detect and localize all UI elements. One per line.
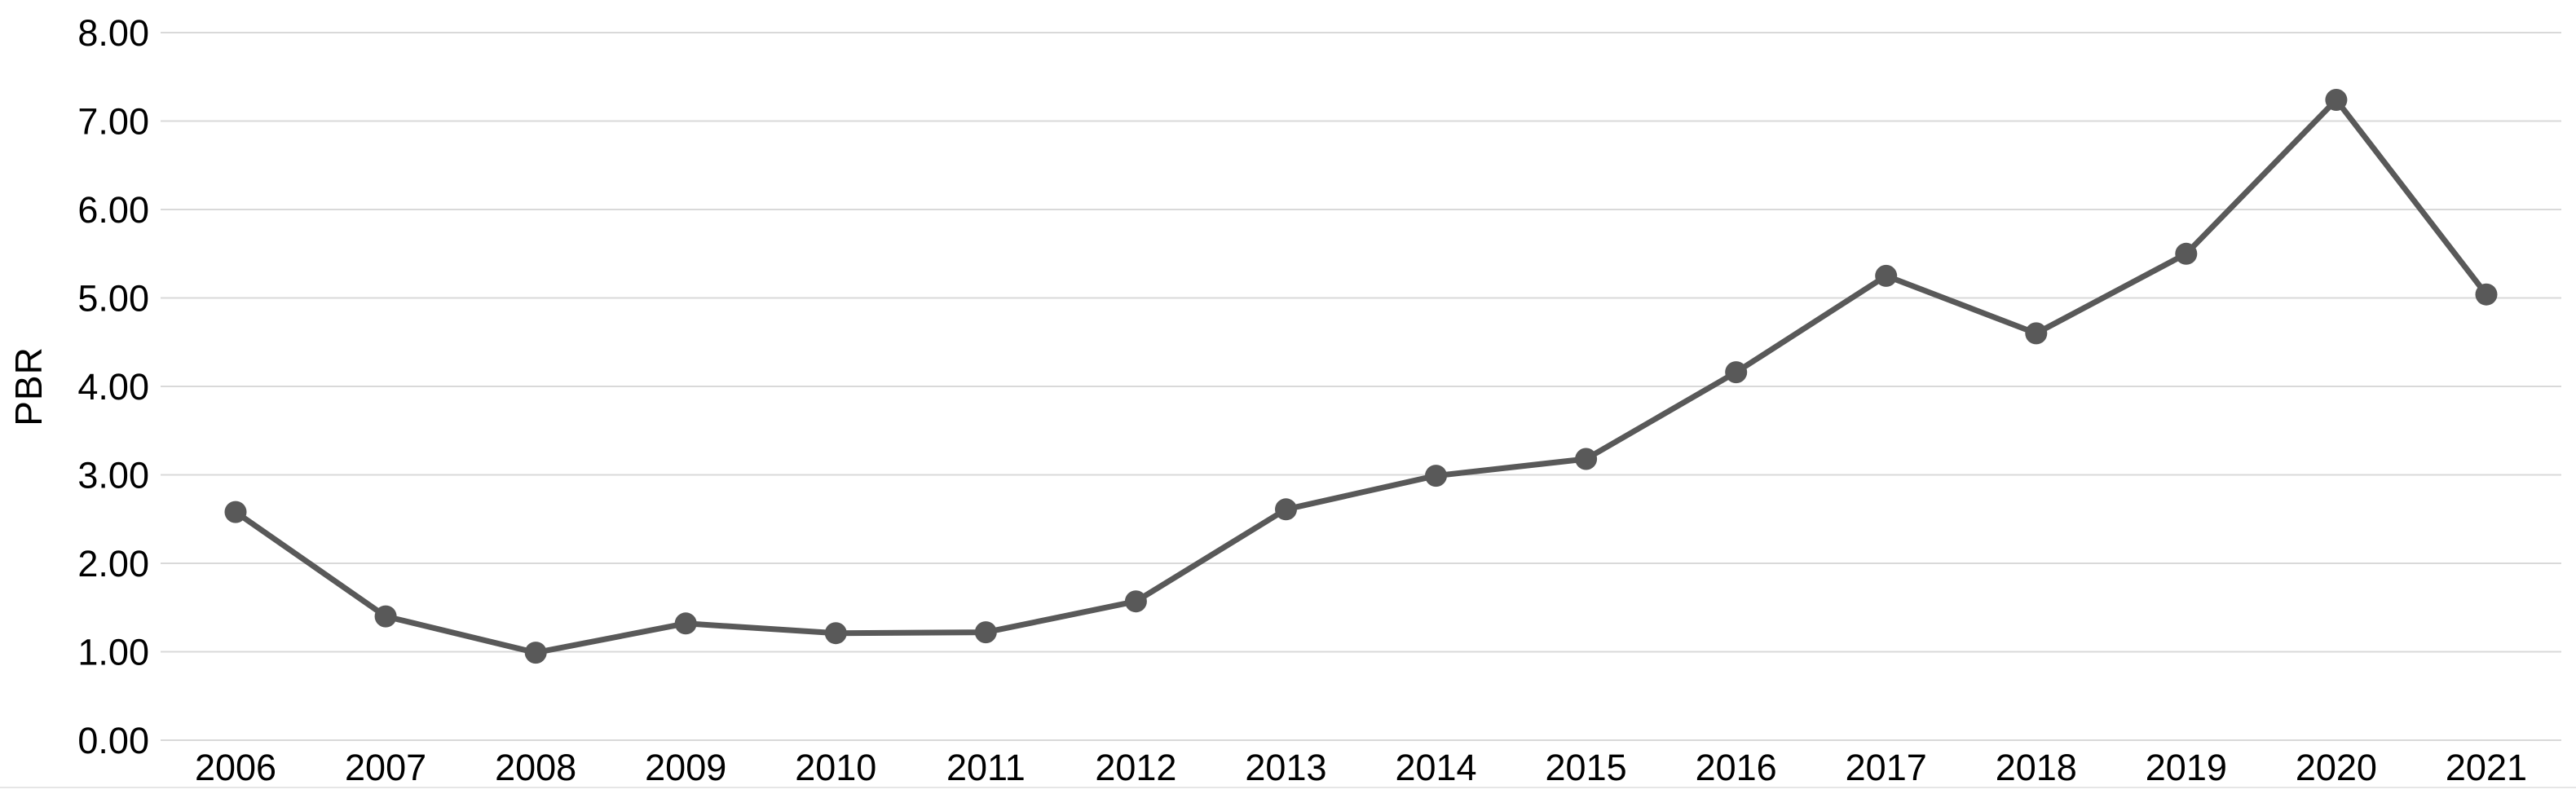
x-axis-tick-label: 2013 — [1245, 747, 1326, 788]
data-point-marker — [1124, 590, 1147, 613]
x-axis-tick-label: 2014 — [1395, 747, 1476, 788]
data-point-marker — [1425, 465, 1447, 487]
y-axis-tick-label: 6.00 — [77, 189, 149, 231]
x-axis-tick-label: 2008 — [495, 747, 576, 788]
data-point-marker — [2025, 322, 2048, 345]
x-axis-tick-label: 2011 — [946, 747, 1026, 788]
data-point-marker — [1575, 448, 1598, 470]
data-point-marker — [2475, 283, 2498, 306]
y-axis-title: PBR — [7, 346, 50, 426]
y-axis-tick-label: 2.00 — [77, 543, 149, 584]
x-axis-tick-label: 2007 — [345, 747, 426, 788]
data-point-marker — [524, 642, 547, 664]
data-point-marker — [1875, 264, 1898, 287]
x-axis-tick-label: 2021 — [2446, 747, 2527, 788]
x-axis-tick-label: 2009 — [645, 747, 726, 788]
data-point-marker — [824, 622, 847, 645]
x-axis-tick-label: 2020 — [2296, 747, 2377, 788]
data-point-marker — [674, 612, 697, 635]
y-axis-tick-label: 1.00 — [77, 631, 149, 673]
x-axis-tick-label: 2006 — [195, 747, 276, 788]
y-axis-tick-label: 3.00 — [77, 454, 149, 496]
x-axis-tick-label: 2015 — [1546, 747, 1627, 788]
data-point-marker — [224, 501, 247, 523]
y-axis-tick-label: 8.00 — [77, 12, 149, 54]
x-axis-tick-label: 2016 — [1696, 747, 1777, 788]
series-line — [232, 97, 2490, 656]
y-axis-tick-label: 5.00 — [77, 277, 149, 319]
y-axis-tick-label: 7.00 — [77, 100, 149, 142]
x-axis-tick-label: 2012 — [1095, 747, 1176, 788]
x-axis-tick-label: 2018 — [1996, 747, 2077, 788]
x-axis-tick-label: 2019 — [2146, 747, 2227, 788]
x-axis-tick-label: 2017 — [1846, 747, 1927, 788]
data-point-marker — [1725, 361, 1748, 384]
data-point-marker — [1275, 498, 1297, 521]
data-point-marker — [974, 621, 997, 644]
y-axis-tick-label: 0.00 — [77, 720, 149, 761]
data-point-marker — [2175, 242, 2198, 265]
x-axis-tick-label: 2010 — [795, 747, 876, 788]
data-point-marker — [374, 605, 397, 628]
data-point-marker — [2325, 89, 2348, 111]
y-axis-tick-label: 4.00 — [77, 366, 149, 408]
